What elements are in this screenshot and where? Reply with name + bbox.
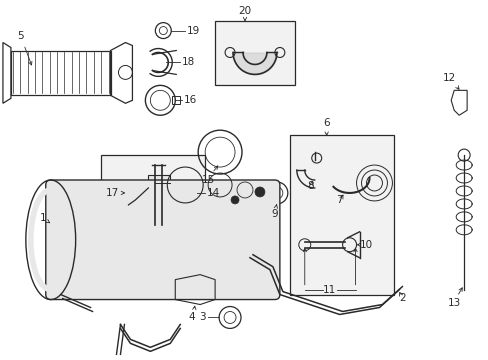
Bar	[172, 96, 180, 104]
Text: 9: 9	[271, 209, 278, 219]
Text: 14: 14	[207, 188, 220, 198]
Text: 10: 10	[359, 240, 372, 250]
Text: 1: 1	[40, 213, 46, 223]
Bar	[11, 50, 110, 95]
Text: 20: 20	[238, 6, 251, 15]
Text: 15: 15	[201, 175, 214, 185]
Circle shape	[254, 187, 264, 197]
Circle shape	[230, 196, 239, 204]
Bar	[148, 175, 170, 193]
Bar	[215, 21, 294, 85]
Text: 12: 12	[442, 73, 455, 84]
Text: 13: 13	[447, 298, 460, 307]
Bar	[289, 135, 394, 294]
Text: 18: 18	[182, 58, 195, 67]
Text: 4: 4	[188, 312, 195, 323]
Bar	[101, 155, 205, 235]
Text: 2: 2	[399, 293, 405, 302]
FancyBboxPatch shape	[46, 180, 279, 300]
Text: 11: 11	[323, 284, 336, 294]
Text: 16: 16	[184, 95, 197, 105]
Text: 3: 3	[199, 312, 206, 323]
Text: 8: 8	[307, 181, 313, 191]
Text: 5: 5	[18, 31, 24, 41]
Text: 7: 7	[336, 195, 342, 205]
Text: 19: 19	[187, 26, 200, 36]
Text: 17: 17	[105, 188, 119, 198]
Text: 6: 6	[323, 118, 329, 128]
